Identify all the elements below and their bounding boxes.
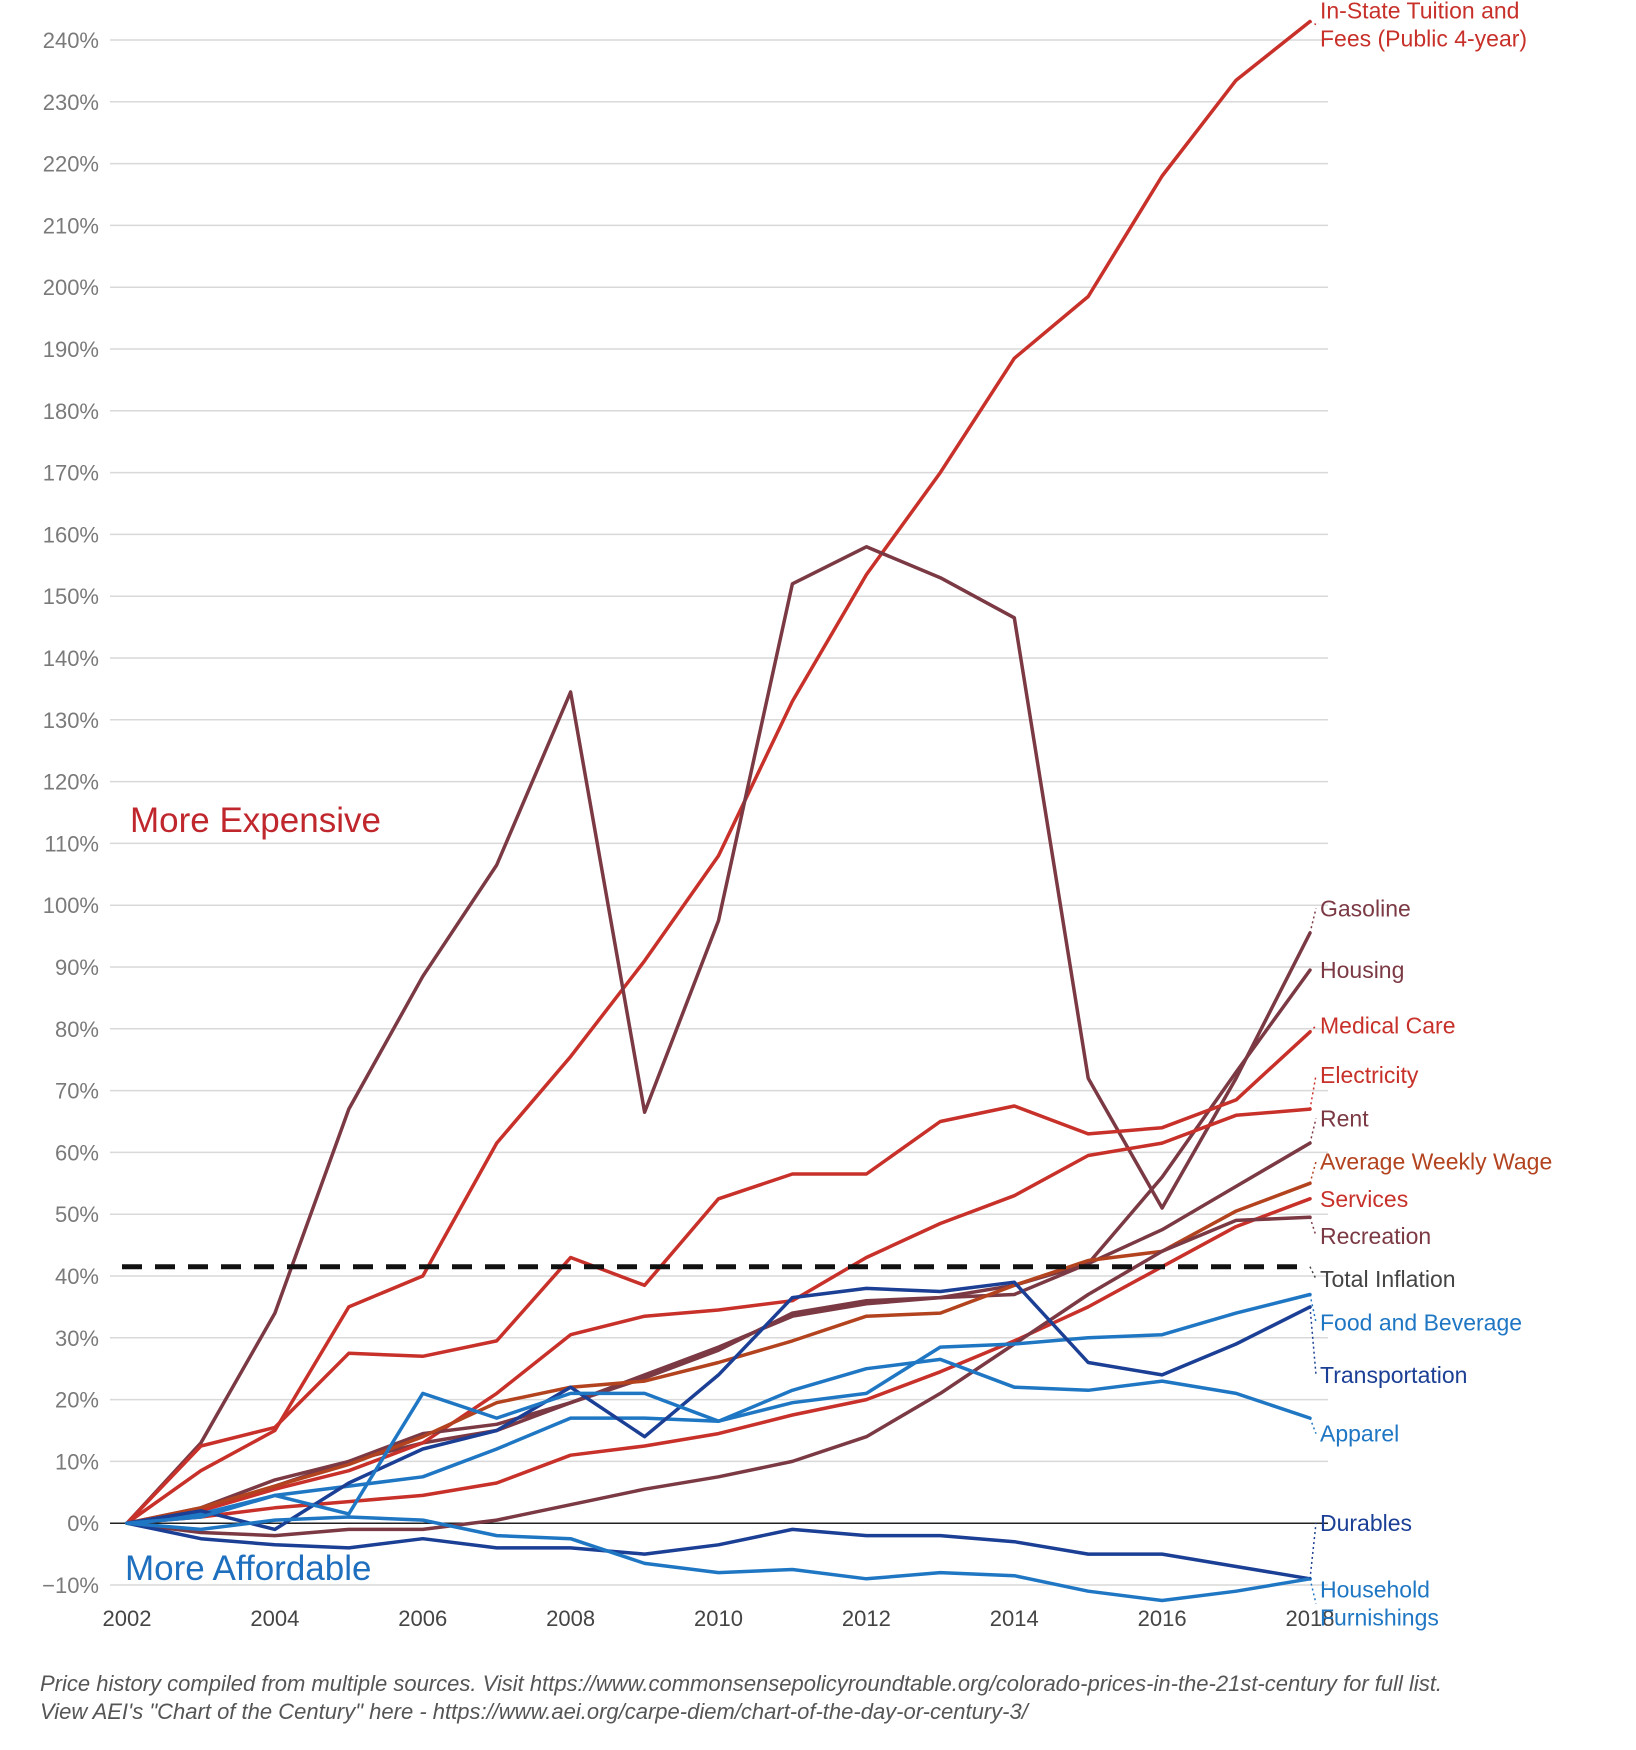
series-line <box>125 1197 1312 1525</box>
series-line <box>125 1215 1312 1538</box>
series-line <box>125 1521 1312 1581</box>
series-label: Medical Care <box>1320 1013 1456 1039</box>
series-line <box>125 1181 1312 1525</box>
y-axis-ticks: 240% 230% 220% 210% 200% 190% 180% 170% 160% 150%… <box>42 28 99 1598</box>
series-line <box>125 545 1312 1525</box>
series-line <box>125 968 1312 1525</box>
label-leader-line <box>1309 1417 1317 1434</box>
series-label: Housing <box>1320 957 1404 983</box>
y-tick-label: 200% <box>43 275 99 300</box>
more-expensive-annotation: More Expensive <box>130 801 381 840</box>
y-tick-label: 180% <box>43 399 99 424</box>
x-tick-label: 2006 <box>398 1606 447 1631</box>
label-leader-line <box>1309 1578 1317 1604</box>
y-tick-label: 20% <box>55 1388 99 1413</box>
y-tick-label: 10% <box>55 1449 99 1474</box>
source-footnote: Price history compiled from multiple sou… <box>40 1670 1630 1726</box>
label-leader-line <box>1309 1118 1317 1144</box>
y-tick-label: 130% <box>43 708 99 733</box>
x-tick-label: 2018 <box>1286 1606 1335 1631</box>
series-line <box>125 1107 1312 1525</box>
series-label: Household <box>1320 1577 1430 1603</box>
more-affordable-annotation: More Affordable <box>125 1549 371 1588</box>
series-label: In-State Tuition and <box>1320 0 1519 24</box>
series-label: Average Weekly Wage <box>1320 1149 1552 1175</box>
series-label: Durables <box>1320 1510 1412 1536</box>
y-tick-label: 60% <box>55 1140 99 1165</box>
y-tick-label: 120% <box>43 770 99 795</box>
y-tick-label: 80% <box>55 1017 99 1042</box>
y-tick-label: 150% <box>43 584 99 609</box>
footnote-line-1: Price history compiled from multiple sou… <box>40 1671 1443 1696</box>
label-leader-line <box>1309 1523 1317 1579</box>
y-tick-label: 220% <box>43 152 99 177</box>
y-tick-label: 40% <box>55 1264 99 1289</box>
y-tick-label: 0% <box>67 1511 99 1536</box>
y-tick-label: 240% <box>43 28 99 53</box>
y-tick-label: 70% <box>55 1079 99 1104</box>
y-tick-label: 140% <box>43 646 99 671</box>
series-line <box>125 1357 1312 1525</box>
series-label: Total Inflation <box>1320 1266 1456 1292</box>
series-label: Transportation <box>1320 1362 1467 1388</box>
x-tick-label: 2004 <box>250 1606 299 1631</box>
series-label: Furnishings <box>1320 1605 1439 1631</box>
x-tick-label: 2014 <box>990 1606 1039 1631</box>
footnote-line-2: View AEI's "Chart of the Century" here -… <box>40 1699 1028 1724</box>
label-leader-line <box>1309 1025 1317 1033</box>
series-label: Recreation <box>1320 1223 1431 1249</box>
y-tick-label: −10% <box>42 1573 99 1598</box>
y-tick-label: 160% <box>43 522 99 547</box>
series-lines <box>125 19 1312 1603</box>
series-line <box>125 1280 1312 1532</box>
label-leader-line <box>1309 1217 1317 1237</box>
series-line <box>125 19 1312 1525</box>
y-tick-label: 100% <box>43 893 99 918</box>
series-line <box>125 1030 1312 1525</box>
y-tick-label: 50% <box>55 1202 99 1227</box>
x-tick-label: 2002 <box>103 1606 152 1631</box>
series-label: Rent <box>1320 1105 1369 1131</box>
series-label: Fees (Public 4-year) <box>1320 26 1527 52</box>
x-tick-label: 2016 <box>1138 1606 1187 1631</box>
y-tick-label: 30% <box>55 1326 99 1351</box>
label-leader-line <box>1309 20 1317 26</box>
series-label: Electricity <box>1320 1062 1419 1088</box>
y-tick-label: 170% <box>43 461 99 486</box>
series-label: Apparel <box>1320 1421 1399 1447</box>
series-line <box>125 1141 1312 1525</box>
y-tick-label: 210% <box>43 213 99 238</box>
x-axis-ticks: 2002 2004 2006 2008 2010 2012 2014 2016 2018 <box>103 1606 1335 1631</box>
y-tick-label: 190% <box>43 337 99 362</box>
series-label: Food and Beverage <box>1320 1309 1522 1335</box>
x-tick-label: 2008 <box>546 1606 595 1631</box>
series-label: Services <box>1320 1186 1408 1212</box>
label-leader-line <box>1309 1266 1317 1280</box>
series-label: Gasoline <box>1320 895 1411 921</box>
y-tick-label: 90% <box>55 955 99 980</box>
label-leader-line <box>1309 1161 1317 1184</box>
label-leader-line <box>1309 1075 1317 1110</box>
x-tick-label: 2012 <box>842 1606 891 1631</box>
x-tick-label: 2010 <box>694 1606 743 1631</box>
series-line <box>125 1515 1312 1603</box>
label-leader-line <box>1309 1306 1317 1375</box>
y-tick-label: 230% <box>43 90 99 115</box>
label-leader-line <box>1309 908 1317 934</box>
series-line <box>125 1292 1312 1525</box>
y-tick-label: 110% <box>44 831 99 856</box>
